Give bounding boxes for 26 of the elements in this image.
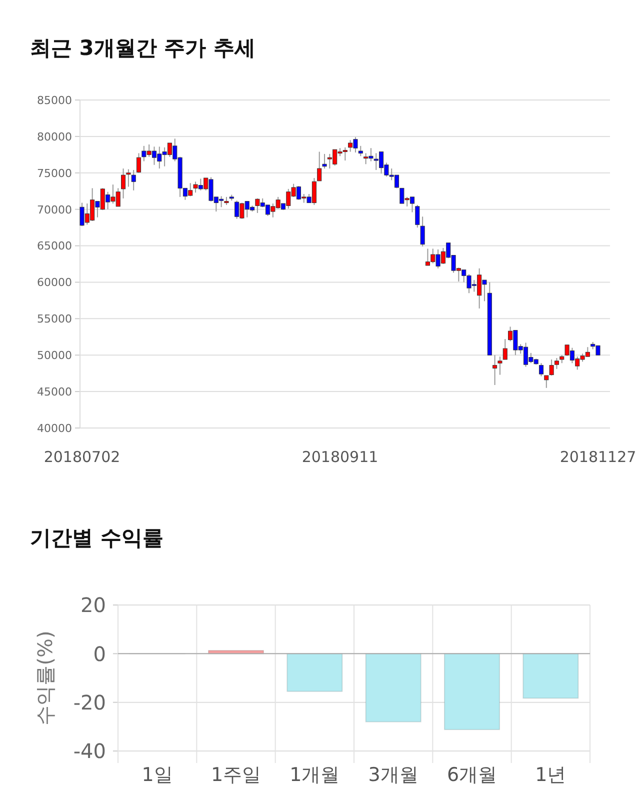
y-tick-label: 40000 [37, 422, 72, 435]
y-tick-label: 65000 [37, 240, 72, 253]
x-tick-label: 3개월 [368, 764, 418, 786]
y-tick-label: 80000 [37, 130, 72, 144]
chart-title: 기간별 수익률 [30, 526, 164, 550]
y-tick-label: 70000 [37, 203, 72, 216]
y-tick-label: 55000 [37, 312, 72, 326]
x-tick-label: 20180911 [302, 448, 378, 466]
x-tick-label: 20180702 [44, 448, 120, 466]
y-tick-label: 45000 [37, 386, 72, 399]
y-tick-label: 50000 [37, 349, 72, 362]
x-tick-label: 6개월 [446, 764, 498, 786]
y-axis-title: 수익률(%) [33, 630, 57, 726]
y-tick-label: 75000 [37, 166, 72, 180]
x-tick-label: 1년 [535, 764, 566, 786]
x-tick-label: 1개월 [290, 764, 340, 786]
x-tick-label: 20181127 [560, 448, 636, 466]
y-tick-label: -20 [73, 690, 106, 715]
y-tick-label: 0 [93, 642, 106, 666]
y-tick-label: 85000 [37, 94, 72, 107]
chart-title: 최근 3개월간 주가 추세 [30, 36, 256, 60]
y-tick-label: -40 [73, 739, 106, 764]
x-tick-label: 1주일 [210, 764, 262, 786]
y-tick-label: 60000 [37, 276, 72, 290]
y-tick-label: 20 [80, 593, 106, 618]
x-tick-label: 1일 [142, 764, 173, 786]
